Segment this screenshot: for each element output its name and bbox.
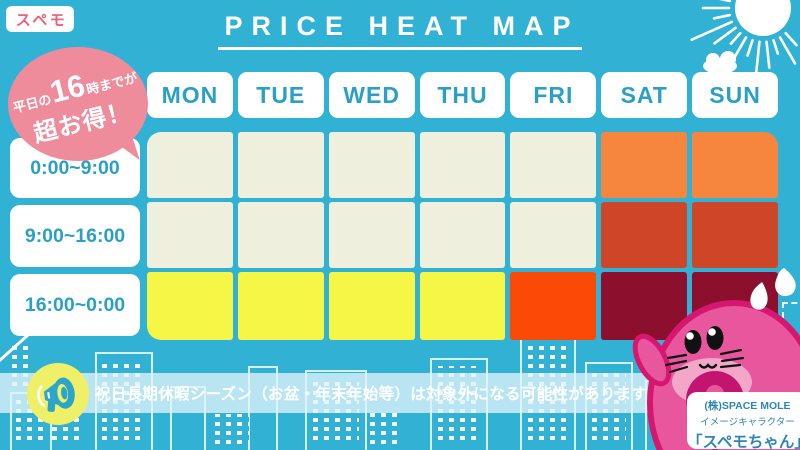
heat-cell-sat-row1 — [601, 132, 688, 198]
heat-cell-sun-row2 — [692, 202, 778, 268]
heat-cell-sun-row1 — [692, 132, 778, 198]
heat-cell-mon-row2 — [147, 202, 233, 268]
day-header-mon: MON — [147, 72, 233, 118]
day-header-row: MON TUE WED THU FRI SAT SUN — [147, 72, 778, 118]
day-header-sat: SAT — [601, 72, 688, 118]
day-header-wed: WED — [328, 72, 415, 118]
heat-cell-thu-row3 — [419, 272, 506, 340]
heat-cell-fri-row3 — [510, 272, 597, 340]
time-label-row2: 9:00~16:00 — [10, 205, 140, 267]
heat-cell-tue-row3 — [237, 272, 324, 340]
day-header-sun: SUN — [692, 72, 778, 118]
heat-cell-wed-row3 — [328, 272, 415, 340]
notice-text: 祝日長期休暇シーズン（お盆・年末年始等）は対象外になる可能性があります。 — [95, 386, 662, 403]
heat-cell-thu-row1 — [419, 132, 506, 198]
sweat-drops — [750, 268, 796, 310]
credit-name: 「スペモちゃん」 — [687, 434, 800, 450]
day-header-tue: TUE — [237, 72, 324, 118]
brand-badge-label: スペモ — [15, 11, 68, 29]
heat-cell-sat-row3 — [601, 272, 688, 340]
time-label-row3: 16:00~0:00 — [10, 274, 140, 336]
promo-speech-bubble: 平日の 16 時までが 超お得！ — [8, 47, 148, 161]
heat-cell-mon-row1 — [147, 132, 233, 198]
heat-cell-thu-row2 — [419, 202, 506, 268]
time-label-column: 0:00~9:00 9:00~16:00 16:00~0:00 — [10, 138, 140, 336]
heat-cell-wed-row2 — [328, 202, 415, 268]
heat-cell-fri-row1 — [510, 132, 597, 198]
character-credit-label: (株)SPACE MOLE イメージキャラクター 「スペモちゃん」 — [687, 392, 800, 450]
day-header-thu: THU — [419, 72, 506, 118]
day-header-fri: FRI — [510, 72, 597, 118]
heat-cell-wed-row1 — [328, 132, 415, 198]
heat-cell-sat-row2 — [601, 202, 688, 268]
sun-icon — [690, 0, 798, 85]
heat-cell-fri-row2 — [510, 202, 597, 268]
credit-company: (株)SPACE MOLE — [704, 400, 791, 412]
heat-cell-tue-row2 — [237, 202, 324, 268]
time-label-row1: 0:00~9:00 — [10, 138, 140, 198]
heat-cell-tue-row1 — [237, 132, 324, 198]
heat-cell-mon-row3 — [147, 272, 233, 340]
megaphone-badge — [27, 363, 89, 425]
megaphone-icon — [37, 377, 75, 412]
brand-badge: スペモ — [6, 6, 74, 32]
credit-role: イメージキャラクター — [700, 417, 795, 428]
heatmap-grid — [147, 132, 778, 340]
page-title: PRICE HEAT MAP — [218, 11, 582, 50]
